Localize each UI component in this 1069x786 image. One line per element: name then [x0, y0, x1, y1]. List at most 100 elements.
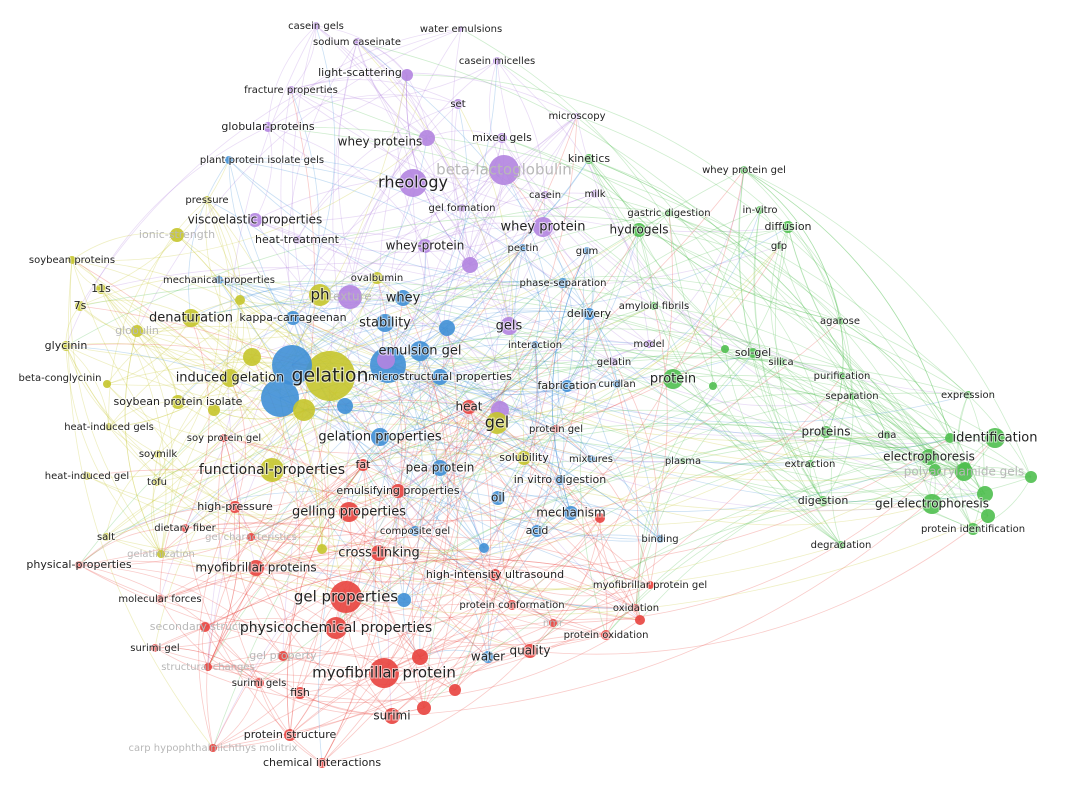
link — [349, 60, 498, 298]
link — [206, 199, 241, 301]
node — [204, 663, 212, 671]
node-label: viscoelastic properties — [188, 213, 323, 227]
link — [79, 280, 965, 473]
link — [67, 259, 214, 749]
link — [254, 219, 501, 411]
link — [218, 279, 404, 309]
link — [419, 328, 996, 439]
link — [290, 89, 789, 233]
link — [743, 169, 951, 439]
link — [825, 431, 951, 448]
link — [384, 322, 811, 466]
node — [531, 525, 543, 537]
node — [721, 345, 729, 353]
link — [65, 345, 347, 598]
node-label: soymilk — [139, 449, 178, 460]
link — [839, 320, 989, 517]
node — [776, 243, 782, 249]
link — [177, 389, 525, 459]
link — [154, 250, 588, 649]
node — [215, 276, 223, 284]
link — [542, 226, 574, 387]
link — [499, 361, 615, 411]
link — [86, 469, 496, 576]
link — [201, 626, 209, 668]
node-label: high-intensity ultrasound — [426, 568, 564, 581]
link — [559, 479, 608, 636]
link — [774, 226, 824, 502]
link — [424, 245, 641, 621]
link — [579, 229, 640, 636]
node — [479, 543, 489, 553]
link — [419, 350, 986, 502]
node-label: soybean proteins — [29, 255, 115, 266]
link — [414, 530, 637, 609]
link — [267, 126, 969, 396]
link — [384, 276, 841, 324]
node — [105, 423, 113, 431]
node — [151, 644, 159, 652]
node-label: emulsion gel — [378, 344, 461, 359]
link — [190, 285, 404, 319]
link — [376, 277, 811, 465]
node-label: globulin — [115, 324, 159, 337]
link — [156, 294, 321, 483]
link — [223, 399, 557, 439]
link — [454, 650, 531, 691]
link — [228, 159, 590, 315]
link — [303, 409, 661, 540]
node-label: protein — [650, 372, 696, 387]
link — [536, 392, 969, 532]
node — [507, 600, 517, 610]
link — [156, 349, 843, 483]
link — [402, 158, 590, 299]
node — [200, 622, 210, 632]
link — [335, 432, 996, 629]
link — [582, 250, 661, 540]
link — [780, 361, 853, 397]
link — [254, 219, 544, 253]
link — [419, 336, 714, 387]
link — [78, 356, 782, 566]
link — [221, 437, 236, 508]
link — [234, 464, 364, 508]
node-label: digestion — [798, 494, 849, 507]
link — [514, 247, 561, 481]
node — [533, 217, 553, 237]
link — [529, 515, 989, 655]
link — [71, 137, 428, 262]
link — [511, 584, 651, 612]
link — [489, 115, 578, 606]
link — [529, 517, 601, 652]
link — [108, 426, 323, 550]
link — [668, 212, 827, 433]
link — [839, 320, 989, 517]
link — [356, 41, 471, 266]
node-label: molecular forces — [118, 594, 201, 605]
node-label: soybean protein isolate — [114, 395, 243, 408]
node-label: cross-linking — [338, 546, 420, 561]
link — [255, 361, 615, 569]
link — [154, 647, 260, 684]
link — [157, 299, 241, 455]
link — [385, 193, 596, 361]
node — [391, 484, 405, 498]
link — [743, 169, 1032, 478]
node — [182, 309, 200, 327]
link — [267, 28, 462, 128]
link — [207, 406, 470, 668]
node-label: physical-properties — [26, 558, 131, 571]
link — [79, 305, 138, 332]
link — [439, 376, 592, 460]
link — [321, 305, 655, 550]
link — [289, 552, 380, 736]
node — [312, 22, 320, 30]
node-label: gelatin — [597, 357, 631, 368]
link — [184, 317, 210, 529]
link — [397, 424, 965, 492]
link — [496, 60, 650, 345]
link — [223, 437, 350, 513]
link — [787, 226, 965, 473]
node — [756, 206, 764, 214]
link — [423, 212, 670, 709]
